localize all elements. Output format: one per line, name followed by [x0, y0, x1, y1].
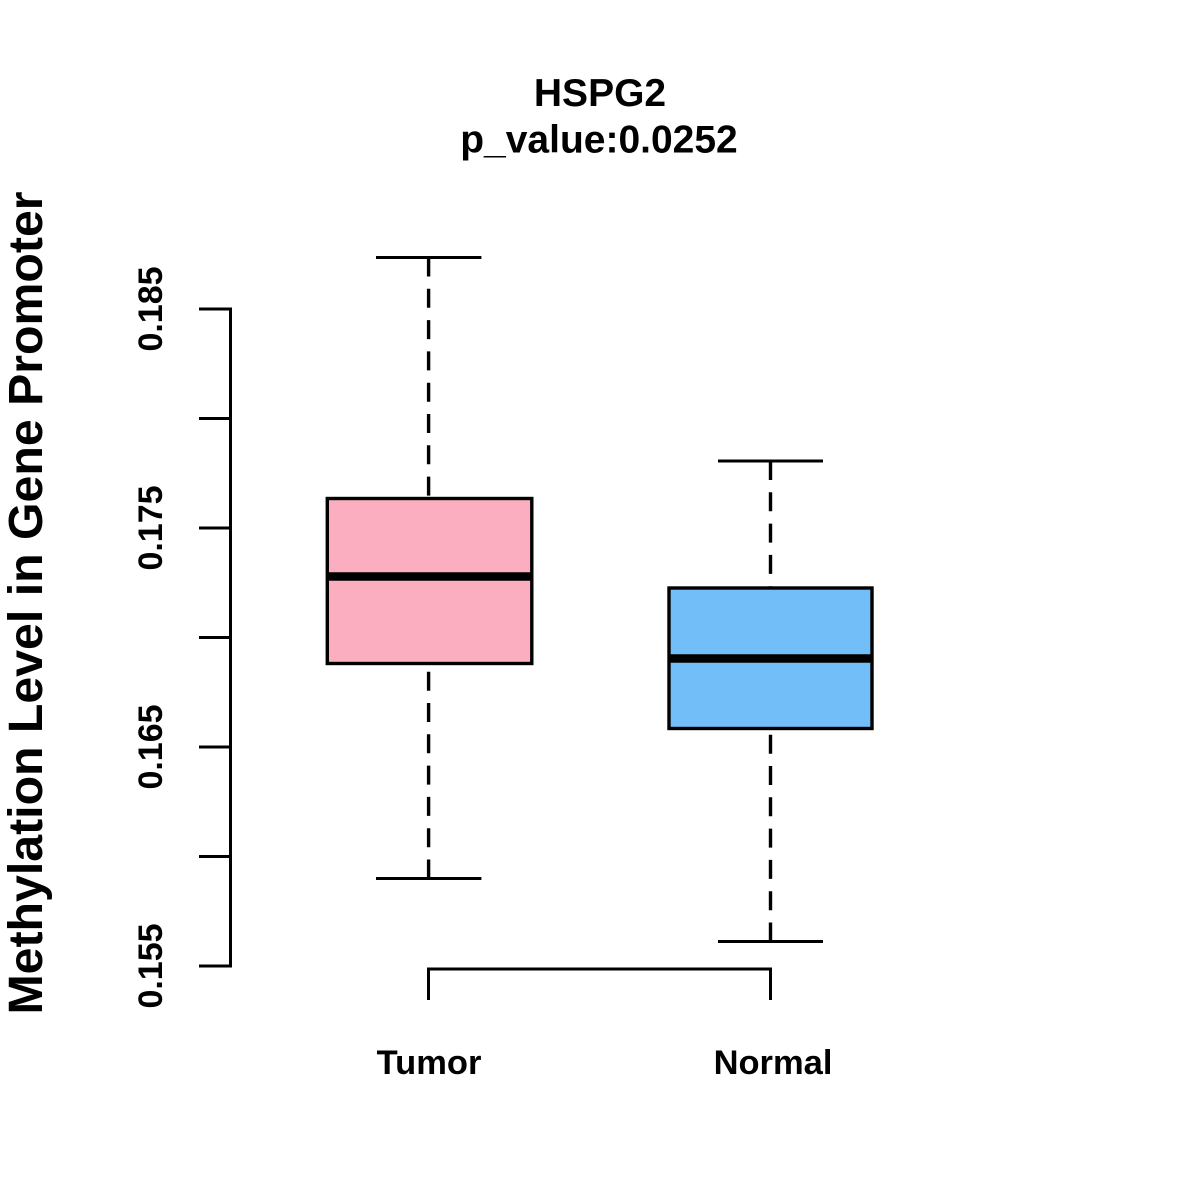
svg-text:Methylation Level in Gene Prom: Methylation Level in Gene Promoter [0, 191, 53, 1014]
svg-text:0.155: 0.155 [132, 923, 170, 1008]
svg-text:Tumor: Tumor [377, 1044, 482, 1082]
svg-text:Normal: Normal [714, 1044, 833, 1082]
svg-text:p_value:0.0252: p_value:0.0252 [460, 119, 738, 162]
svg-text:0.185: 0.185 [132, 266, 170, 351]
svg-text:0.165: 0.165 [132, 704, 170, 789]
svg-text:0.175: 0.175 [132, 485, 170, 570]
svg-text:HSPG2: HSPG2 [534, 72, 666, 115]
